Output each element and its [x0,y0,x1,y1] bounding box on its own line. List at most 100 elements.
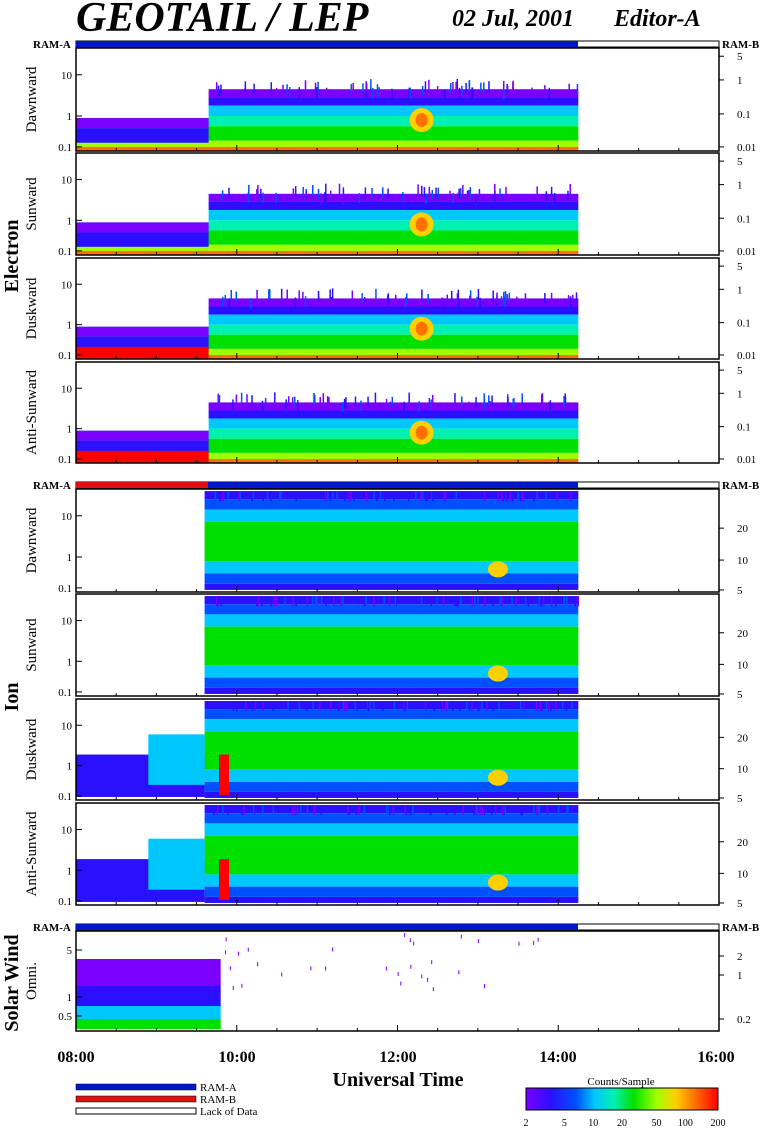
spectrogram-spike [473,805,475,816]
spectrogram-spike [295,491,298,502]
spectrogram-spike [394,596,397,607]
spectrogram-spike [483,805,486,816]
spectrogram-spike [546,805,549,816]
spectrogram-spike [423,187,426,198]
spectrogram-spike [538,596,540,607]
colorbar-tick-label: 50 [652,1118,662,1128]
spectrogram-spike [393,491,395,502]
spectrogram-spike [329,190,332,201]
spectrogram-spike [540,596,542,607]
spectrogram-band [204,886,579,897]
spectrogram-speck [257,962,259,967]
spectrogram-spike [536,491,538,502]
spectrogram-spike [284,596,286,607]
spectrogram-spike [319,397,321,408]
panel-ion-sunward: Sunward 10 1 0.1 20 10 5 [24,593,749,701]
spectrogram-spike [373,491,375,502]
ytick-left-label: 1 [67,424,73,436]
spectrogram-spike [297,400,299,411]
colorbar-ticks: 2 5 10 20 50 100 200 [524,1118,726,1128]
spectrogram-spike [342,701,344,712]
spectrogram-spike [468,701,471,712]
spectrogram-spike [314,596,317,607]
spectrogram-spike [336,491,338,502]
spectrogram-spike [568,83,570,95]
spectrogram-spike [465,83,467,94]
ytick-right-label: 0.01 [737,454,756,466]
spectrogram-band [76,115,579,127]
spectrogram-spike [409,805,412,816]
spectrogram-spike [569,183,571,195]
ytick-left-label: 0.5 [58,1011,72,1023]
group-label-ion: Ion [1,683,23,712]
spectrogram-spike [469,187,472,198]
spectrogram-spike [332,596,335,607]
spectrogram-spike [468,401,470,412]
spectrogram-spike [325,87,328,99]
spectrogram-spike [306,596,309,607]
spectrogram-spike [353,491,355,502]
spectrogram-spike [531,87,533,98]
spectrogram-spike [318,296,320,307]
ytick-right-label: 0.1 [737,213,751,225]
spectrogram-spike [486,701,489,712]
spectrogram-spike [502,805,504,816]
colorbar-tick-label: 100 [678,1118,693,1128]
spectrogram-spike [458,87,461,99]
spectrogram-spike [257,184,259,196]
spectrogram-spike [494,190,496,202]
spectrogram-speck [533,940,535,945]
legend-ram-b-label: RAM-B [200,1094,236,1106]
spectrogram-speck [310,966,312,971]
panel-electron-dawnward: Dawnward 10 1 0.1 5 1 0.1 0.01 [24,47,756,154]
spectrogram-spike [365,88,368,99]
spectrogram-band [76,348,579,355]
spectrogram-band [204,677,579,688]
spectrogram-spike [564,393,567,404]
ram-legend: RAM-A RAM-B Lack of Data [75,1082,258,1118]
spectrogram-spike [216,805,219,816]
spectrogram-band [76,193,579,202]
spectrogram-spike [545,491,547,502]
spectrogram-speck [281,972,283,977]
spectrogram-spike [392,805,395,816]
ytick-right-label: 5 [737,261,743,273]
ram-a-label: RAM-A [33,39,71,51]
spectrogram-spike [460,396,463,407]
spectrogram-spike [262,491,264,502]
ram-bar-electron: RAM-A RAM-B [33,39,760,51]
spectrogram-spike [404,297,407,308]
ytick-right-label: 5 [737,365,743,377]
spectrogram-spike [298,290,300,301]
ytick-right-label: 5 [737,156,743,168]
spectrogram-spike [381,187,384,198]
spectrogram-spike [471,701,473,712]
spectrogram-hotspot [415,425,428,440]
spectrogram-spike [251,701,254,712]
spectrogram-band [76,232,209,247]
spectrogram-spike [446,294,449,305]
spectrogram-spike [375,288,377,299]
spectrogram-band [76,201,579,211]
spectrogram-spike [455,491,458,502]
spectrogram-spike [269,289,271,300]
ytick-right-label: 1 [737,970,743,982]
spectrogram-hotspot [219,754,230,795]
spectrogram-spike [477,596,479,607]
spectrogram-spike [232,399,234,410]
spectrogram-spike [496,292,498,303]
spectrogram-spike [278,491,281,502]
spectrogram-spike [469,290,472,301]
spectrogram-spike [270,596,272,607]
spectrogram-spike [417,184,419,195]
panel-electron-sunward: Sunward 10 1 0.1 5 1 0.1 0.01 [24,152,756,258]
spectrogram-spike [436,86,439,97]
spectrogram-spike [403,401,405,412]
ytick-right-label: 0.2 [737,1014,751,1026]
spectrogram-spike [407,491,410,502]
spectrogram-band [76,298,579,307]
ram-a-segment [208,482,578,488]
spectrogram-spike [330,296,333,308]
spectrogram-spike [449,83,452,94]
spectrogram-spike [348,491,350,502]
